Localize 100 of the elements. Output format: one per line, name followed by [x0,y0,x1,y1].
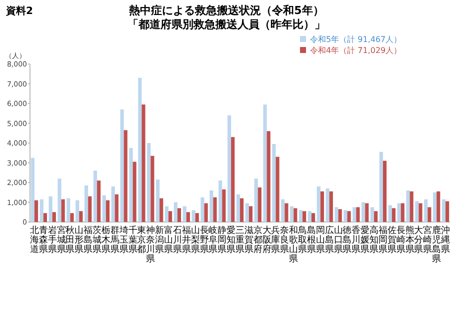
bar [392,208,396,222]
bar [204,203,208,222]
x-tick-label: 秋田県 [66,225,75,255]
bar [160,198,164,222]
x-tick-label: 栃木県 [101,225,110,255]
x-tick-label: 沖縄県 [440,225,450,255]
bar [290,206,294,222]
x-tick-label: 香川県 [352,225,361,255]
legend-label: 令和5年（計 91,467人） [310,35,402,44]
x-tick-label: 岡山県 [316,226,325,255]
bar [40,199,44,222]
bar [406,190,410,222]
x-tick-label: 徳島県 [342,225,352,255]
bar [66,198,70,222]
x-tick-label: 福島県 [84,225,93,255]
bar [124,130,128,222]
bar [281,199,285,222]
x-tick-label: 山形県 [74,225,84,255]
bar [245,203,249,222]
chart-subtitle: 「都道府県別救急搬送人員（昨年比）」 [128,18,326,31]
bar [52,212,56,222]
bar [379,152,383,222]
bar [168,211,172,222]
bar [410,191,414,222]
bar [418,203,422,222]
bar [397,203,401,222]
bar [263,104,267,222]
x-tick-label: 新潟県 [155,225,164,255]
bar [254,178,258,222]
x-tick-label: 島根県 [306,225,316,255]
bar [88,196,92,222]
bar [142,104,146,222]
bar [30,158,34,222]
bar [177,208,182,222]
bar [294,208,298,222]
bar [218,180,222,222]
x-tick-label: 茨城県 [92,225,102,255]
bar [344,210,348,222]
bar [138,78,142,222]
bar [415,201,419,222]
bar [326,188,330,222]
bar [302,211,306,222]
bar [316,186,320,222]
x-tick-label: 福井県 [182,225,191,255]
x-tick-label: 千葉県 [128,225,138,255]
x-tick-label: 鹿児島県 [432,225,442,264]
bar [370,207,374,222]
bar [120,109,124,222]
bar [93,170,98,222]
x-tick-label: 佐賀県 [387,225,396,255]
bar [34,200,38,222]
x-tick-label: 鳥取県 [297,225,308,255]
x-tick-label: 岩手県 [48,225,57,255]
x-tick-label: 長崎県 [396,225,406,255]
bar [352,207,356,222]
x-tick-label: 滋賀県 [244,225,254,255]
bar [258,187,262,222]
bar [61,199,65,222]
x-tick-label: 京都府 [253,225,262,255]
bar [222,189,226,222]
bar [329,191,333,222]
bar [276,156,280,222]
bar [272,144,276,222]
x-tick-label: 愛媛県 [360,225,370,255]
bar [433,192,437,222]
bar [150,156,154,222]
x-tick-label: 静岡県 [218,225,227,255]
bar [334,207,338,222]
bar [156,180,160,222]
x-tick-label: 福岡県 [378,225,388,255]
x-tick-label: 宮崎県 [423,225,432,255]
bar [356,207,360,222]
x-tick-label: 岐阜県 [208,225,218,255]
chart-title: 熱中症による救急搬送状況（令和5年） [128,4,324,17]
bar [374,211,378,222]
x-tick-label: 愛知県 [226,225,236,255]
x-tick-label: 和歌山県 [289,225,298,264]
bar [347,211,351,222]
x-tick-label: 奈良県 [280,225,290,255]
x-tick-label: 熊本県 [405,225,414,255]
bar [200,197,204,222]
bar [298,210,303,222]
bar [102,195,106,222]
bar [442,199,446,222]
bar [132,162,136,222]
bar [210,190,214,222]
bar [231,137,235,222]
bar [436,191,440,222]
bar [266,131,270,222]
x-tick-label: 埼玉県 [118,225,128,255]
x-tick-label: 北海道 [30,225,39,255]
bar [43,213,47,222]
bar [248,206,253,222]
bar [227,115,232,222]
bar [79,211,83,222]
bar [428,207,432,222]
bar [362,202,366,222]
legend-label: 令和4年（計 71,029人） [310,46,402,55]
bar [76,200,80,222]
bar [129,148,133,222]
